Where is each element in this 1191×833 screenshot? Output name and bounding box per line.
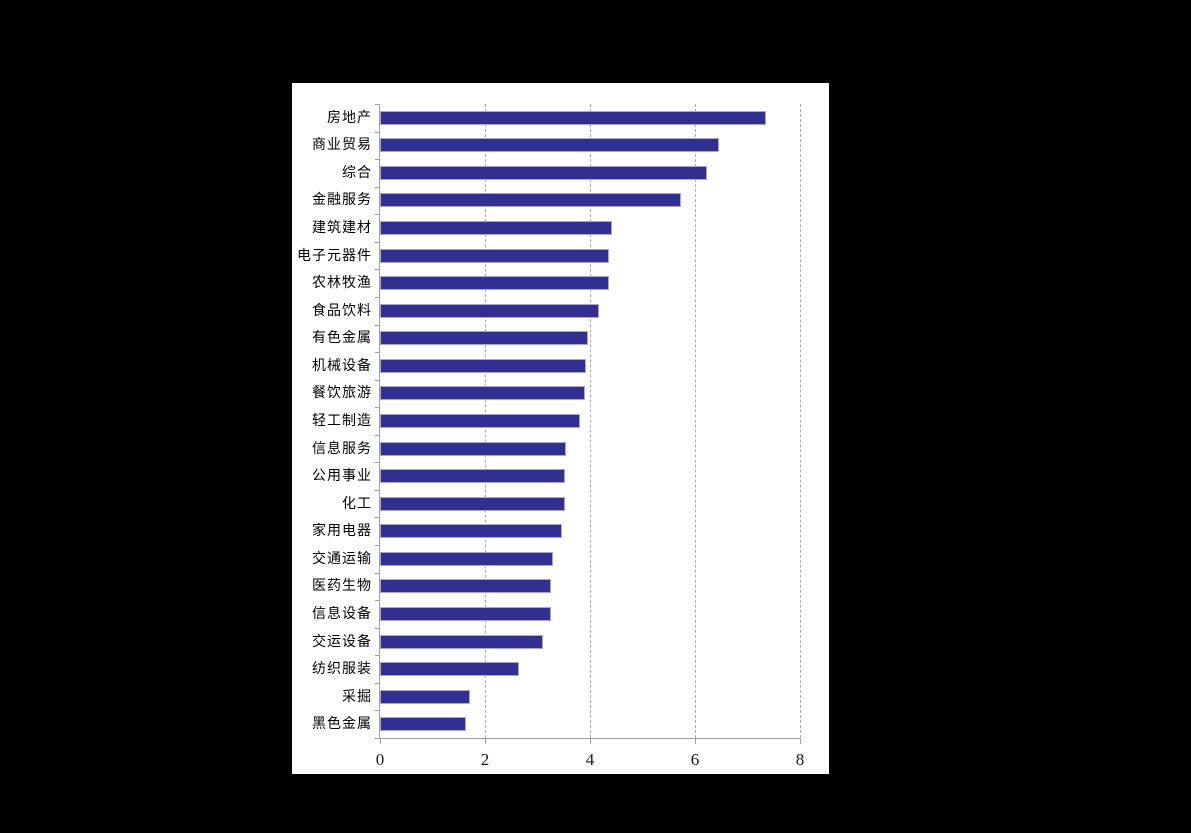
bar <box>380 551 554 566</box>
bar <box>380 110 766 125</box>
x-tick <box>485 739 486 744</box>
y-tick <box>375 462 379 463</box>
x-tick-label: 6 <box>690 750 700 769</box>
category-label: 黑色金属 <box>312 716 372 733</box>
bar <box>380 606 551 621</box>
y-tick <box>375 600 379 601</box>
y-tick <box>375 214 379 215</box>
category-label: 公用事业 <box>312 468 372 485</box>
category-label: 金融服务 <box>312 192 372 209</box>
bar <box>380 303 599 318</box>
category-label: 轻工制造 <box>312 413 372 429</box>
x-tick <box>590 739 591 744</box>
y-tick <box>375 297 379 298</box>
bar <box>380 331 589 346</box>
category-label: 综合 <box>342 164 372 181</box>
y-tick <box>375 187 379 188</box>
x-tick <box>380 739 381 744</box>
bar <box>380 248 610 263</box>
category-label: 交通运输 <box>312 550 372 567</box>
bar <box>380 524 562 539</box>
gridline <box>695 104 696 738</box>
category-label: 建筑建材 <box>312 220 372 237</box>
y-tick <box>375 545 379 546</box>
gridline <box>590 104 591 738</box>
y-tick <box>375 517 379 518</box>
x-tick <box>800 739 801 744</box>
category-label: 纺织服装 <box>312 661 372 678</box>
category-label: 交运设备 <box>312 633 372 650</box>
x-tick-label: 2 <box>480 750 490 769</box>
bar <box>380 496 565 511</box>
category-label: 电子元器件 <box>297 247 372 264</box>
category-label: 食品饮料 <box>312 302 372 319</box>
bar <box>380 165 707 180</box>
y-tick <box>375 242 379 243</box>
bar <box>380 689 471 704</box>
y-tick <box>375 683 379 684</box>
x-tick-label: 0 <box>375 750 385 769</box>
bar <box>380 221 612 236</box>
bar <box>380 717 467 732</box>
y-tick <box>375 407 379 408</box>
category-label: 信息服务 <box>312 440 372 457</box>
y-tick <box>375 325 379 326</box>
x-tick <box>695 739 696 744</box>
y-tick <box>375 710 379 711</box>
gridline <box>800 104 801 738</box>
category-label: 化工 <box>342 495 372 512</box>
category-label: 有色金属 <box>312 330 372 347</box>
category-label: 餐饮旅游 <box>312 385 372 402</box>
bar <box>380 469 566 484</box>
x-tick-label: 4 <box>585 750 595 769</box>
bar <box>380 193 682 208</box>
bar <box>380 414 581 428</box>
y-tick <box>375 435 379 436</box>
plot-area <box>379 104 801 739</box>
y-tick <box>375 104 379 105</box>
bar <box>380 358 586 373</box>
y-tick <box>375 159 379 160</box>
y-tick <box>375 655 379 656</box>
bar <box>380 276 609 291</box>
bar <box>380 386 586 401</box>
bar <box>380 441 567 456</box>
y-tick <box>375 352 379 353</box>
category-label: 采掘 <box>342 688 372 705</box>
y-tick <box>375 738 379 739</box>
y-tick <box>375 573 379 574</box>
y-tick <box>375 380 379 381</box>
y-tick <box>375 132 379 133</box>
category-label: 机械设备 <box>312 357 372 374</box>
category-label: 房地产 <box>327 109 372 126</box>
bar <box>380 138 719 153</box>
category-label: 农林牧渔 <box>312 275 372 292</box>
bar <box>380 634 544 649</box>
category-label: 医药生物 <box>312 578 372 595</box>
category-label: 信息设备 <box>312 605 372 622</box>
y-tick <box>375 269 379 270</box>
bar <box>380 579 552 594</box>
chart-panel: 房地产商业贸易综合金融服务建筑建材电子元器件农林牧渔食品饮料有色金属机械设备餐饮… <box>292 83 829 774</box>
bar <box>380 662 520 677</box>
category-label: 家用电器 <box>312 523 372 540</box>
y-tick <box>375 490 379 491</box>
category-label: 商业贸易 <box>312 137 372 154</box>
x-tick-label: 8 <box>795 750 805 769</box>
y-tick <box>375 628 379 629</box>
